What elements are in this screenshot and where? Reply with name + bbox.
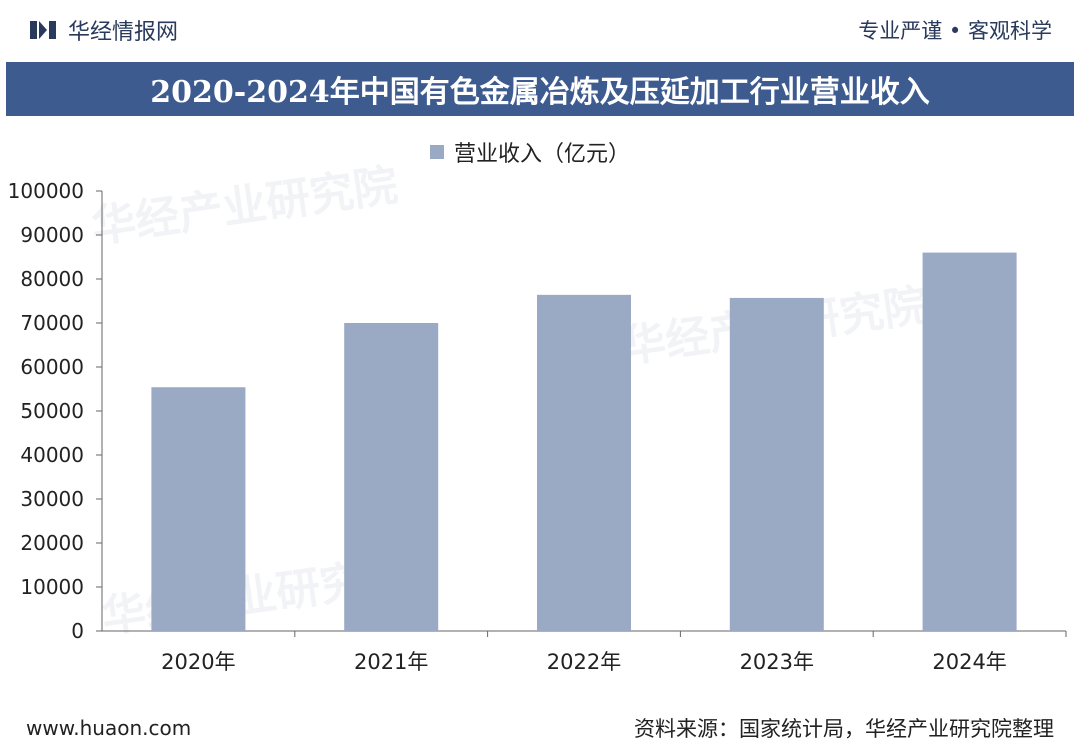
y-tick-label: 10000	[20, 575, 84, 599]
chart-title-bar: 2020-2024年中国有色金属冶炼及压延加工行业营业收入	[6, 62, 1074, 116]
brand[interactable]: 华经情报网	[30, 14, 178, 46]
header: 华经情报网 专业严谨 • 客观科学	[0, 0, 1080, 60]
y-tick-label: 40000	[20, 443, 84, 467]
website-link[interactable]: www.huaon.com	[26, 715, 192, 740]
y-tick-label: 70000	[20, 311, 84, 335]
y-tick-label: 60000	[20, 355, 84, 379]
bar	[729, 297, 824, 631]
bar	[344, 323, 439, 631]
x-tick-label: 2021年	[354, 650, 428, 674]
y-tick-label: 90000	[20, 223, 84, 247]
y-tick-label: 50000	[20, 399, 84, 423]
x-tick-label: 2023年	[740, 650, 814, 674]
huajing-logo-icon	[30, 21, 56, 39]
y-tick-label: 80000	[20, 267, 84, 291]
bar	[922, 252, 1017, 631]
brand-name: 华经情报网	[68, 20, 179, 45]
bar	[537, 294, 631, 631]
x-tick-label: 2022年	[547, 650, 621, 674]
y-tick-label: 20000	[20, 531, 84, 555]
bar-chart: 0 10000 20000 30000 40000 50000 60000 70000 8000…	[8, 179, 1067, 674]
x-tick-label: 2020年	[161, 650, 235, 674]
legend-label: 营业收入（亿元）	[454, 142, 631, 167]
x-tick-label: 2024年	[932, 650, 1006, 674]
legend-swatch	[430, 145, 444, 159]
y-tick-label: 100000	[8, 179, 84, 203]
tagline: 专业严谨 • 客观科学	[858, 19, 1052, 43]
legend: 营业收入（亿元）	[430, 136, 630, 168]
footer: www.huaon.com 资料来源：国家统计局，华经产业研究院整理	[0, 700, 1080, 755]
bar	[151, 387, 246, 631]
y-tick-label: 30000	[20, 487, 84, 511]
data-source: 资料来源：国家统计局，华经产业研究院整理	[634, 716, 1054, 741]
chart-title: 2020-2024年中国有色金属冶炼及压延加工行业营业收入	[150, 75, 930, 110]
y-tick-label: 0	[71, 619, 84, 643]
